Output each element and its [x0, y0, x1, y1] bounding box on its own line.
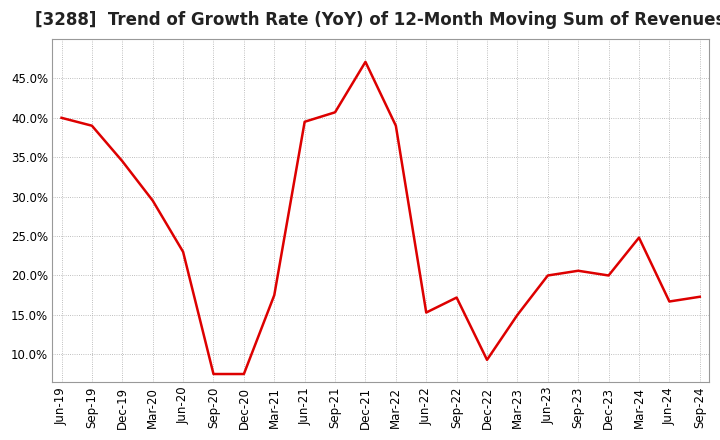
- Title: [3288]  Trend of Growth Rate (YoY) of 12-Month Moving Sum of Revenues: [3288] Trend of Growth Rate (YoY) of 12-…: [35, 11, 720, 29]
